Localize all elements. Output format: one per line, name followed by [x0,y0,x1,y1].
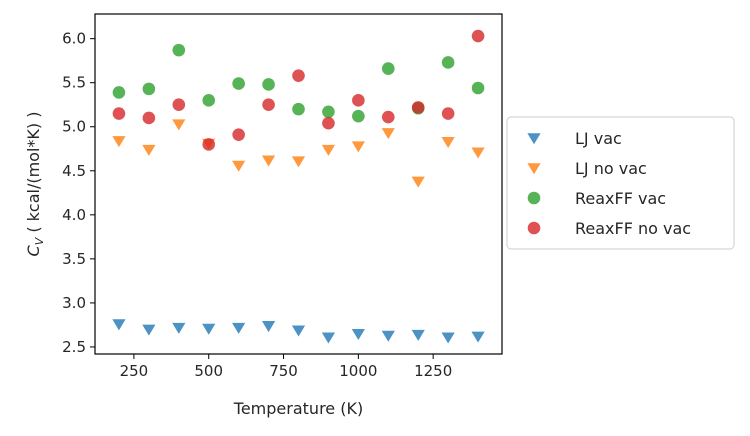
series-3 [112,29,485,151]
data-point [411,101,425,114]
data-point [411,176,425,188]
data-point [202,323,216,335]
data-point [352,94,365,107]
data-point [381,128,395,140]
data-point [321,332,336,344]
data-point [232,128,245,141]
data-point [112,319,126,331]
data-point [261,321,276,333]
data-point [351,328,365,341]
data-point [441,56,455,69]
x-tick-label: 500 [194,362,223,380]
data-point [352,109,365,123]
data-point [202,138,216,151]
y-tick-label: 2.5 [62,338,86,356]
y-axis-title: CV ( kcal/(mol*K) ) [24,112,46,257]
legend-marker [527,221,541,235]
data-point [471,147,485,159]
legend: LJ vac LJ no vac ReaxFF vac ReaxFF no vac [506,116,735,250]
y-tick-label: 3.5 [62,250,86,268]
data-point [172,119,186,131]
x-axis-title: Temperature (K) [233,399,363,418]
data-points [112,29,485,344]
data-point [112,136,126,148]
data-point [471,331,485,343]
data-point [381,62,395,75]
y-tick-label: 4.0 [62,206,86,224]
data-point [262,98,275,112]
data-point [322,105,335,119]
plot-frame [94,13,503,355]
legend-marker [527,133,541,145]
data-point [142,144,156,156]
y-tick-label: 6.0 [62,30,86,48]
data-point [232,160,246,172]
data-point [112,86,126,99]
data-point [322,116,335,130]
y-axis-title-subscript: V [33,236,46,245]
y-axis-title-symbol: C [24,244,43,256]
legend-label: ReaxFF vac [575,189,666,208]
data-point [441,136,455,148]
data-point [411,329,425,341]
data-point [291,325,306,337]
data-point [441,332,455,344]
y-axis: 2.5 3.0 3.5 4.0 4.5 5.0 5.5 6.0 [62,30,95,356]
series-0 [112,319,485,344]
x-tick-label: 1250 [414,362,452,380]
series-1 [112,119,485,188]
data-point [471,81,485,95]
data-point [381,330,395,342]
data-point [112,107,126,120]
legend-marker [527,191,541,205]
x-tick-label: 1000 [339,362,377,380]
legend-label: LJ no vac [575,159,647,178]
series-2 [112,43,485,123]
x-tick-label: 750 [269,362,298,380]
y-tick-label: 5.5 [62,74,86,92]
data-point [172,322,186,334]
data-point [172,98,186,112]
legend-box [506,116,735,250]
data-point [351,141,365,153]
legend-label: ReaxFF no vac [575,219,691,238]
data-point [202,94,216,107]
data-point [381,110,395,124]
data-point [142,82,156,96]
y-axis-title-unit: ( kcal/(mol*K) ) [24,112,43,238]
data-point [232,77,245,90]
data-point [441,107,455,120]
x-tick-label: 250 [120,362,149,380]
data-point [292,69,305,82]
data-point [232,322,246,334]
data-point [291,156,306,168]
y-tick-label: 3.0 [62,294,86,312]
data-point [471,29,485,43]
y-tick-label: 5.0 [62,118,86,136]
data-point [321,144,336,156]
legend-marker [527,163,541,175]
data-point [261,155,276,167]
x-axis: 250 500 750 1000 1250 [120,354,452,380]
data-point [172,43,186,57]
data-point [262,78,275,91]
data-point [292,102,305,116]
data-point [142,324,156,336]
y-tick-label: 4.5 [62,162,86,180]
legend-label: LJ vac [575,129,622,148]
data-point [142,111,156,125]
